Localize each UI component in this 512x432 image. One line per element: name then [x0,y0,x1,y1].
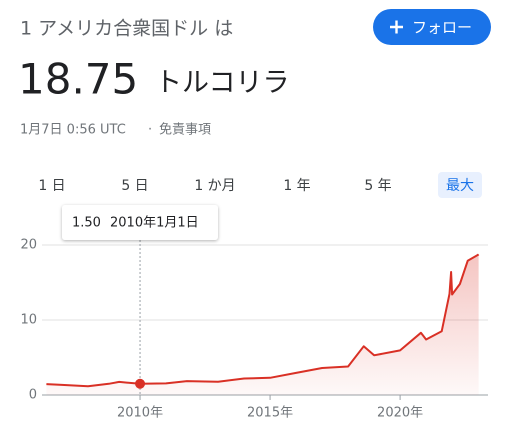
currency: トルコリラ [155,68,289,99]
tooltip-date: 2010年1月1日 [110,216,199,231]
y-tick-label: 10 [20,313,37,328]
title: 1 アメリカ合衆国ドル は [20,18,233,40]
tab[interactable]: 5 日 [121,178,148,194]
tooltip-box [62,205,218,240]
plus-icon[interactable] [390,20,403,34]
x-tick-label: 2015年 [247,406,293,421]
follow-button[interactable]: フォロー [373,9,491,45]
line [46,253,480,388]
rate: 18.75 [18,55,138,104]
tab-selected-bg[interactable] [438,172,482,198]
y-tick-label: 20 [20,238,37,253]
x-tick-label: 2020年 [377,406,423,421]
tab[interactable]: 最大 [446,178,474,194]
tab[interactable]: 1 年 [283,178,310,194]
x-tick-label: 2010年 [117,406,163,421]
tab[interactable]: 1 か月 [194,178,235,194]
disclaimer-link[interactable]: 免責事項 [159,123,211,138]
timestamp: 1月7日 0:56 UTC [20,123,126,138]
tab[interactable]: 1 日 [38,178,65,194]
area [46,254,479,395]
button-bg[interactable] [373,9,491,45]
hover-point [135,378,146,389]
y-tick-label: 0 [29,388,37,403]
tooltip-value: 1.50 [72,216,101,231]
separator: · [148,123,152,138]
tab[interactable]: 5 年 [364,178,391,194]
button-label[interactable]: フォロー [412,19,472,37]
